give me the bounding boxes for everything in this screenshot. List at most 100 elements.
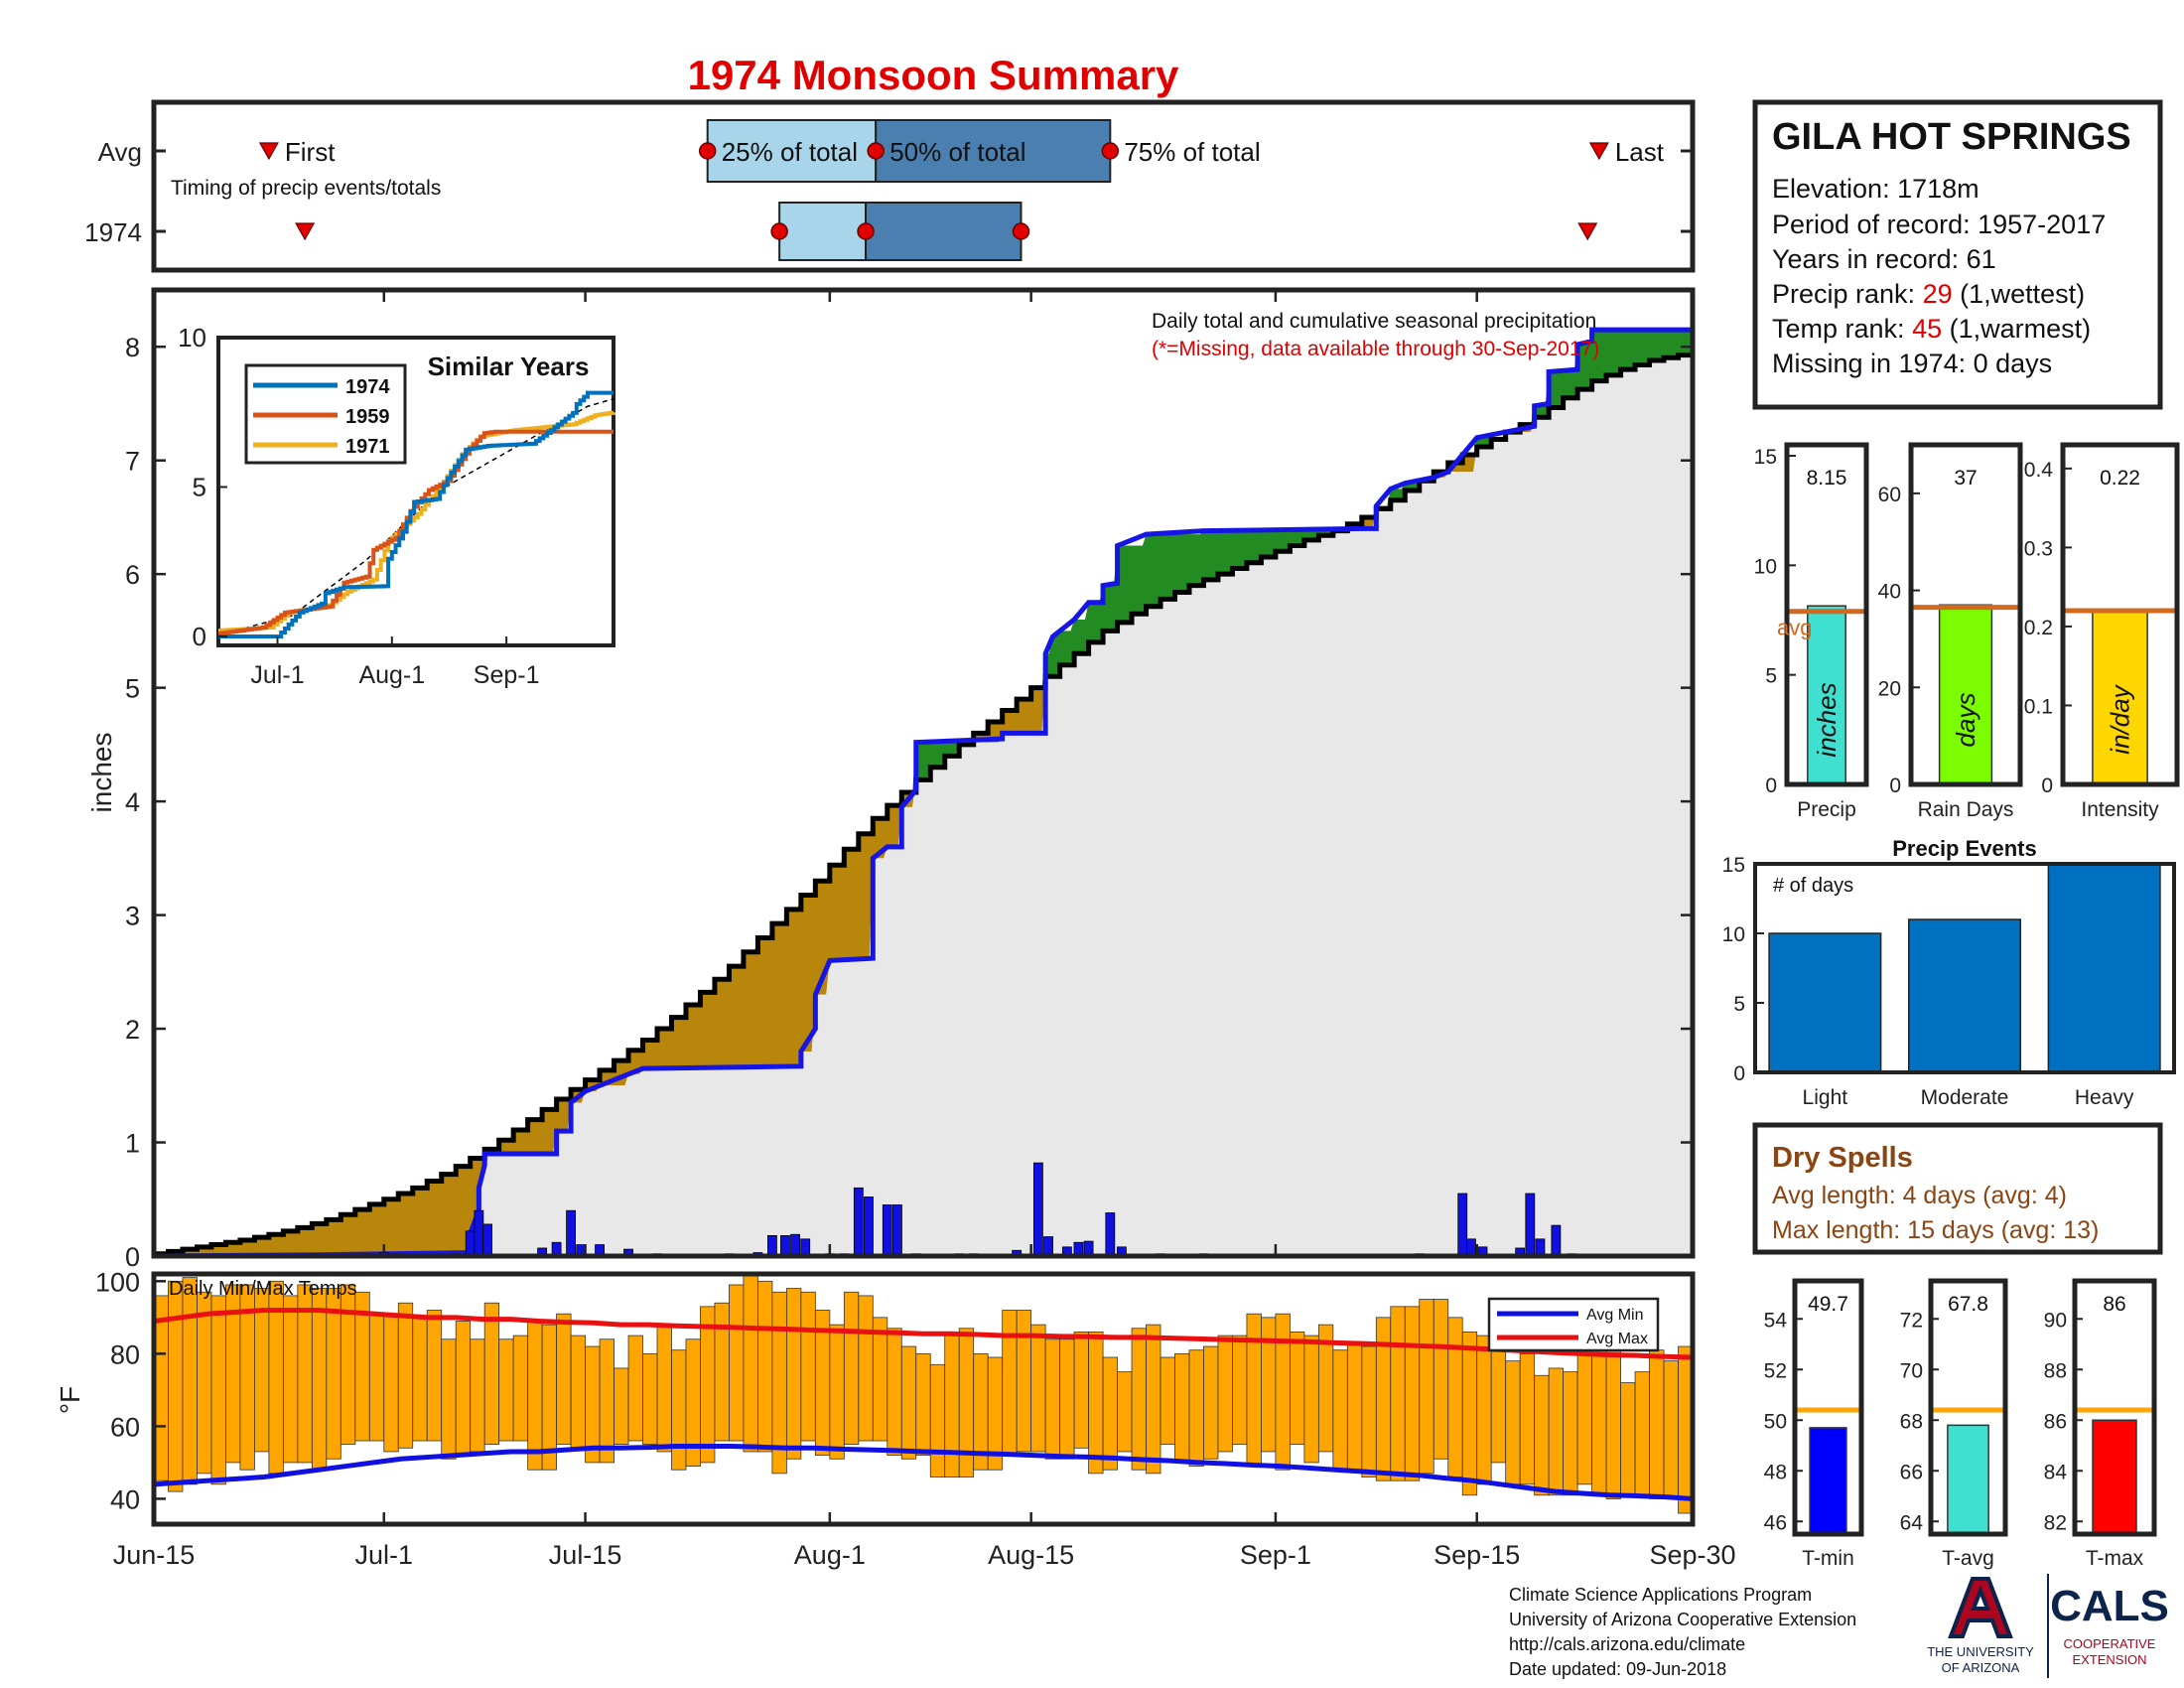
daily-temp-bar [1591, 1341, 1607, 1496]
timing-percentile-marker [698, 142, 717, 160]
timing-percentile-marker [1012, 222, 1030, 240]
summary-unit-label: days [1951, 693, 1980, 748]
precip-events-chart: Light Moderate Heavy 0 5 10 15 Precip Events # o… [1722, 836, 2176, 1109]
daily-temp-bar [1332, 1349, 1348, 1471]
summary-y-tick-label: 0 [1765, 774, 1777, 797]
daily-temp-bar [599, 1338, 614, 1464]
daily-temp-bar [1346, 1341, 1363, 1471]
daily-temp-bar [1073, 1332, 1089, 1449]
daily-temp-bar [1246, 1313, 1262, 1467]
tempbar-value-label: 67.8 [1948, 1293, 1988, 1316]
daily-temp-bar [1404, 1306, 1421, 1481]
daily-temp-bar [642, 1352, 658, 1446]
daily-temp-bar [470, 1338, 485, 1453]
daily-temp-bar [1030, 1324, 1046, 1453]
inset-legend-label: 1959 [345, 406, 390, 428]
events-y-tick-label: 15 [1722, 854, 1745, 877]
daily-temp-bar [282, 1295, 299, 1464]
tempbar-y-tick-label: 68 [1900, 1410, 1923, 1433]
timing-event-marker [1577, 222, 1598, 241]
summary-y-tick-label: 5 [1765, 665, 1777, 688]
events-plot-frame [1753, 862, 2176, 1074]
daily-temp-bar [700, 1306, 716, 1464]
daily-temp-bar [1605, 1341, 1621, 1499]
tempbar-name: T-avg [1942, 1547, 1994, 1570]
daily-temp-bar [1361, 1345, 1377, 1477]
avg-cumulative-line [154, 352, 1696, 1257]
daily-temp-bar [210, 1295, 226, 1485]
tempbar-panel-frame [2072, 1278, 2157, 1537]
timing-event-marker [295, 222, 316, 241]
daily-precip-bar [1535, 1238, 1546, 1257]
daily-temp-bar [1634, 1371, 1650, 1496]
similar-years-inset: 0 5 10 Jul-1 Aug-1 Sep-1 Similar Years 1974 1959… [178, 323, 615, 689]
daily-temp-bar [455, 1321, 472, 1457]
avg-max-line [153, 1308, 1694, 1360]
inset-y-tick-label: 5 [193, 472, 206, 501]
inset-legend-label: 1971 [345, 436, 390, 458]
daily-temp-bar [1519, 1352, 1536, 1485]
summary-unit-label: in/day [2106, 683, 2135, 754]
inset-title: Similar Years [428, 352, 590, 381]
y-tick-label: 5 [125, 674, 140, 704]
daily-temp-bar [614, 1367, 629, 1446]
inset-y-tick-label: 10 [178, 323, 206, 352]
events-bar [1768, 932, 1882, 1073]
daily-temp-bar [843, 1291, 860, 1446]
avg-min-line [153, 1443, 1694, 1501]
daily-precip-bar [892, 1204, 902, 1257]
cumulative-fill [154, 352, 1693, 1256]
daily-temp-bar [743, 1273, 758, 1453]
x-tick-label: Sep-1 [1240, 1540, 1311, 1570]
station-temp-rank: Temp rank: 45 (1,warmest) [1772, 314, 2091, 344]
daily-temp-bar [498, 1338, 514, 1442]
daily-temp-bar [829, 1324, 845, 1460]
x-tick-label: Sep-30 [1649, 1540, 1735, 1570]
summary-avg-label: avg [1777, 616, 1812, 640]
temp-legend-label: Avg Min [1586, 1307, 1644, 1324]
daily-precip-bar [790, 1233, 800, 1257]
daily-temp-bar [1390, 1306, 1406, 1481]
daily-temp-bar [1576, 1352, 1592, 1485]
temp-y-axis-label: °F [55, 1386, 85, 1414]
dry-spells-box: Dry Spells Avg length: 4 days (avg: 4) Max… [1752, 1122, 2163, 1255]
daily-precip-bar [1466, 1238, 1476, 1257]
daily-temp-bar [340, 1284, 356, 1446]
summary-y-tick-label: 0.1 [2024, 695, 2053, 718]
y-tick-label: 4 [125, 787, 140, 817]
daily-temp-bar [1088, 1332, 1104, 1475]
daily-temp-bar [541, 1324, 558, 1471]
daily-precip-bar [853, 1187, 864, 1257]
daily-temp-bar [527, 1321, 543, 1471]
daily-temp-bar [1146, 1324, 1161, 1475]
daily-temp-bar [887, 1328, 902, 1457]
timing-percentile-marker [857, 222, 875, 240]
daily-temp-bar [383, 1313, 399, 1453]
y-tick-label: 7 [125, 447, 140, 477]
tempbar-name: T-max [2086, 1547, 2144, 1570]
timing-note: Timing of precip events/totals [171, 177, 441, 200]
missing-note: (*=Missing, data available through 30-Se… [1152, 338, 1599, 360]
daily-temp-bar [800, 1291, 816, 1442]
tempbar-y-tick-label: 82 [2044, 1511, 2067, 1534]
timing-row-label: 1974 [84, 217, 142, 247]
daily-temp-bar [197, 1291, 212, 1475]
cals-logo-text: CALS [2050, 1582, 2169, 1630]
cals-sub2: EXTENSION [2072, 1652, 2146, 1667]
daily-temp-bar [858, 1295, 874, 1442]
station-precip-rank: Precip rank: 29 (1,wettest) [1772, 279, 2085, 309]
temp-y-tick-label: 80 [110, 1339, 140, 1369]
tempbar-y-tick-label: 84 [2044, 1461, 2068, 1483]
summary-value-label: 37 [1954, 467, 1977, 490]
inset-x-tick-label: Aug-1 [358, 661, 425, 689]
footer-line2: University of Arizona Cooperative Extens… [1509, 1610, 1856, 1629]
dry-spells-max: Max length: 15 days (avg: 13) [1772, 1216, 2099, 1244]
summary-y-tick-label: 0.2 [2024, 617, 2053, 639]
tempbar-y-tick-label: 70 [1900, 1359, 1923, 1382]
temp-legend-label: Avg Max [1586, 1331, 1648, 1347]
daily-temp-bar [397, 1302, 414, 1449]
tempbar-y-tick-label: 90 [2044, 1309, 2067, 1332]
daily-precip-bar [566, 1209, 576, 1257]
main-plot-frame [151, 287, 1696, 1259]
